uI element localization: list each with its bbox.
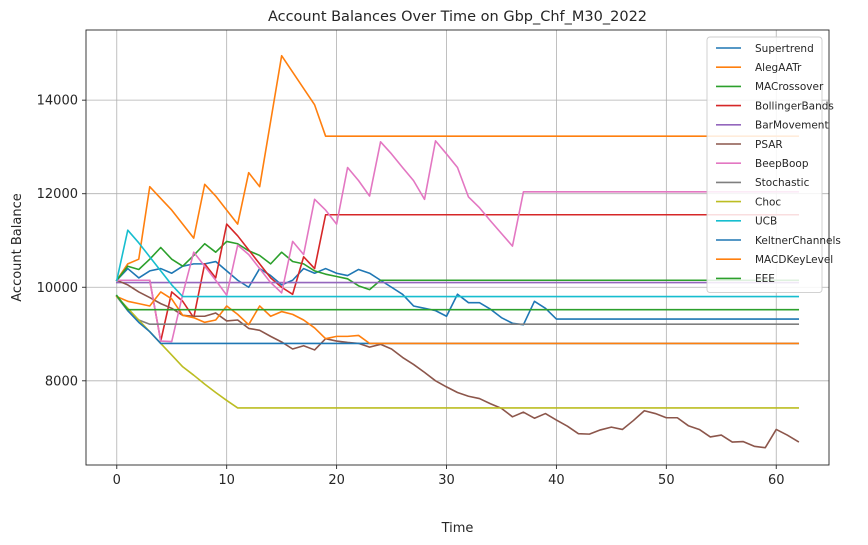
- plot-frame: [85, 29, 830, 466]
- series-lines: [115, 54, 800, 449]
- series-line-supertrend: [115, 260, 800, 326]
- x-tick-label: 40: [548, 473, 565, 488]
- axis-ticks: 0 10 20 30 40 50 60 8000 10000 12000 14000: [37, 94, 785, 488]
- x-tick-label: 20: [328, 473, 345, 488]
- legend-frame: [706, 36, 823, 294]
- legend-entry-label: AlegAATr: [755, 62, 802, 74]
- legend-entry-label: EEE: [755, 273, 775, 285]
- legend-entry-label: BollingerBands: [755, 100, 834, 112]
- x-tick-label: 10: [218, 473, 235, 488]
- x-tick-label: 30: [438, 473, 455, 488]
- y-tick-label: 10000: [37, 281, 78, 296]
- series-line-ucb: [115, 229, 800, 298]
- x-tick-label: 50: [658, 473, 675, 488]
- series-line-psar: [115, 279, 800, 449]
- x-axis-label: Time: [441, 521, 474, 536]
- legend-entry-label: KeltnerChannels: [755, 235, 841, 247]
- y-tick-label: 14000: [37, 94, 78, 109]
- y-tick-label: 8000: [45, 374, 78, 389]
- series-line-eee: [115, 294, 800, 311]
- legend: Supertrend AlegAATr MACrossover BollingerBa…: [706, 36, 841, 294]
- grid-lines: [86, 30, 829, 465]
- legend-entry-label: UCB: [755, 216, 777, 228]
- legend-entry-label: Stochastic: [755, 177, 810, 189]
- y-tick-label: 12000: [37, 187, 78, 202]
- legend-entry-label: MACDKeyLevel: [755, 254, 833, 266]
- legend-entry-label: Choc: [755, 196, 781, 208]
- legend-entry-label: BeepBoop: [755, 158, 809, 170]
- legend-entry-label: PSAR: [755, 139, 783, 151]
- series-line-macdkeylevel: [115, 291, 800, 345]
- chart-title: Account Balances Over Time on Gbp_Chf_M3…: [268, 9, 647, 25]
- legend-entry-label: BarMovement: [755, 120, 829, 132]
- series-line-macrossover: [115, 240, 800, 291]
- series-line-bollingerbands: [115, 213, 800, 342]
- legend-entry-label: MACrossover: [755, 81, 824, 93]
- legend-entry-label: Supertrend: [755, 43, 814, 55]
- series-line-alegaatr: [115, 54, 800, 282]
- series-line-beepboop: [115, 140, 800, 343]
- x-tick-label: 0: [113, 473, 121, 488]
- series-line-choc: [115, 295, 800, 409]
- x-tick-label: 60: [768, 473, 785, 488]
- y-axis-label: Account Balance: [10, 193, 25, 301]
